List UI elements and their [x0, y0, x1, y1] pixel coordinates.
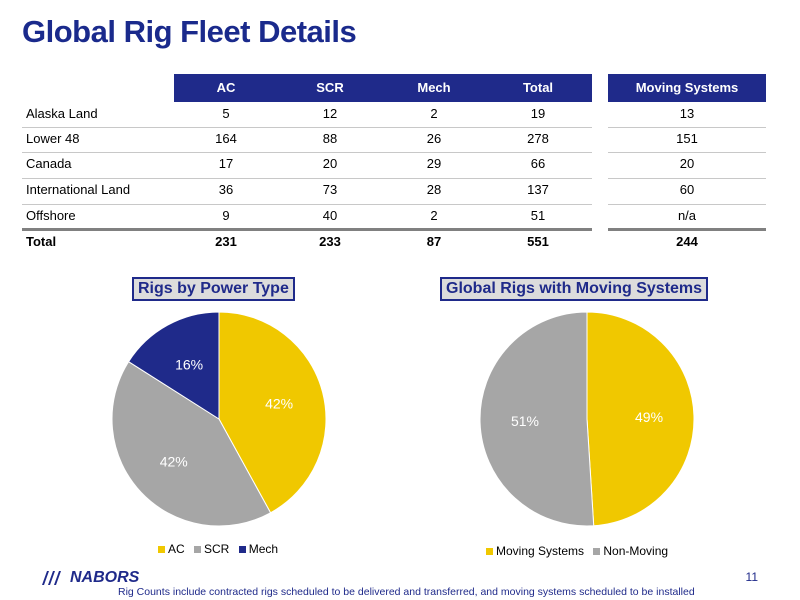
legend-power-type: AC SCR Mech [158, 542, 284, 556]
legend-swatch [158, 546, 165, 554]
legend-item: Mech [238, 542, 279, 556]
pie-slice-ac [218, 311, 327, 514]
legend-label: Mech [248, 542, 279, 556]
cell-mech: 2 [430, 208, 438, 223]
page-number: 11 [745, 570, 758, 584]
header-moving-systems: Moving Systems [608, 74, 766, 102]
row-divider [22, 204, 592, 205]
cell-scr: 233 [319, 234, 341, 249]
cell-moving: 60 [679, 182, 695, 197]
total-divider [22, 228, 592, 231]
cell-ac: 36 [218, 182, 234, 197]
legend-item: SCR [194, 542, 229, 556]
cell-scr: 73 [322, 182, 338, 197]
header-total: Total [522, 80, 554, 95]
row-divider [22, 152, 592, 153]
legend-swatch [593, 548, 601, 556]
total-divider [608, 228, 766, 231]
pie-data-label: 49% [635, 409, 663, 425]
cell-moving: 151 [676, 131, 698, 146]
legend-item: AC [158, 542, 185, 556]
header-mech: Mech [417, 80, 451, 95]
footer-note: Rig Counts include contracted rigs sched… [118, 586, 695, 598]
legend-swatch [194, 546, 202, 554]
row-label: Total [26, 234, 57, 249]
pie-title-power-type: Rigs by Power Type [132, 277, 295, 301]
legend-label: Non-Moving [603, 544, 669, 558]
header-scr: SCR [316, 80, 344, 95]
cell-moving: 244 [676, 234, 698, 249]
pie-data-label: 51% [511, 413, 539, 429]
row-divider [22, 127, 592, 128]
pie-chart-power-type: 42% 42% 16% [111, 311, 327, 527]
row-label: Canada [26, 156, 72, 171]
cell-total: 278 [527, 131, 549, 146]
cell-scr: 40 [322, 208, 338, 223]
cell-ac: 231 [215, 234, 237, 249]
logo-text: NABORS [70, 569, 140, 586]
row-label: Alaska Land [26, 106, 98, 121]
cell-total: 51 [530, 208, 546, 223]
pie-slice-moving-systems [586, 311, 695, 527]
nabors-logo: NABORS [40, 568, 139, 588]
cell-mech: 2 [430, 106, 438, 121]
legend-label: AC [168, 542, 185, 556]
cell-total: 66 [530, 156, 546, 171]
pie-data-label: 42% [160, 453, 188, 469]
pie-slice-scr [111, 360, 272, 527]
pie-data-label: 16% [175, 357, 203, 373]
cell-ac: 5 [222, 106, 230, 121]
pie-title-moving-systems: Global Rigs with Moving Systems [440, 277, 709, 301]
cell-total: 551 [527, 234, 549, 249]
legend-item: Moving Systems [486, 544, 584, 558]
row-divider [608, 204, 766, 205]
legend-moving-systems: Moving Systems Non-Moving [486, 544, 674, 558]
cell-moving: n/a [677, 208, 697, 223]
row-label: Lower 48 [26, 131, 80, 146]
row-label: Offshore [26, 208, 76, 223]
pie-chart-moving-systems: 49% 51% [479, 311, 695, 527]
cell-mech: 29 [426, 156, 442, 171]
nabors-logo-icon [42, 571, 61, 585]
legend-label: SCR [204, 542, 230, 556]
header-ac: AC [216, 80, 236, 95]
row-label: International Land [26, 182, 131, 197]
cell-total: 19 [530, 106, 546, 121]
legend-label: Moving Systems [496, 544, 585, 558]
row-divider [608, 152, 766, 153]
cell-scr: 12 [322, 106, 338, 121]
row-divider [608, 127, 766, 128]
pie-slice-mech [127, 311, 220, 420]
table-header [174, 74, 592, 102]
cell-mech: 26 [426, 131, 442, 146]
cell-ac: 17 [218, 156, 234, 171]
legend-swatch [486, 548, 493, 556]
cell-moving: 20 [679, 156, 695, 171]
cell-total: 137 [527, 182, 549, 197]
cell-scr: 20 [322, 156, 338, 171]
cell-ac: 9 [222, 208, 230, 223]
pie-data-label: 42% [265, 396, 293, 412]
page-title: Global Rig Fleet Details [22, 14, 357, 49]
cell-mech: 28 [426, 182, 442, 197]
cell-scr: 88 [322, 131, 338, 146]
cell-mech: 87 [426, 234, 442, 249]
pie-slice-non-moving [479, 311, 595, 527]
legend-swatch [238, 546, 246, 554]
row-divider [608, 178, 766, 179]
row-divider [22, 178, 592, 179]
cell-moving: 13 [679, 106, 695, 121]
cell-ac: 164 [215, 131, 237, 146]
legend-item: Non-Moving [593, 544, 668, 558]
